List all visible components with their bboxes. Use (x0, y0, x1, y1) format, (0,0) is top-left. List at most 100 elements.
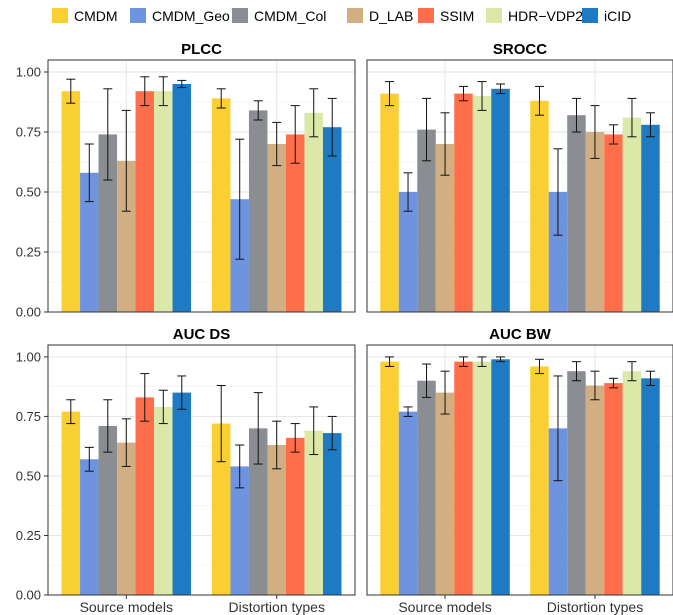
error-bar (327, 97, 337, 157)
panel-0: PLCC 0.00 0.25 0.50 0.75 1.00 (16, 41, 356, 320)
legend-swatch-1 (130, 8, 146, 23)
error-bar (645, 112, 655, 138)
bar (622, 371, 642, 595)
error-bar (385, 356, 395, 367)
bar (80, 459, 99, 595)
error-bar (477, 81, 487, 111)
error-bar (608, 377, 618, 389)
bar (117, 160, 136, 312)
bar (435, 144, 455, 312)
y-tick-label: 0.25 (16, 245, 41, 260)
legend-swatch-5 (486, 8, 502, 23)
bar (322, 127, 342, 312)
panels: PLCC 0.00 0.25 0.50 0.75 1.00 SROCC AUC DS 0.00 0… (16, 41, 673, 615)
error-bar (66, 399, 76, 425)
bar (211, 423, 231, 595)
panel-border (366, 59, 673, 313)
bar (530, 100, 549, 312)
bar (172, 392, 192, 595)
bar (154, 406, 173, 595)
bar (398, 411, 418, 595)
error-bar (272, 420, 282, 470)
error-bar (84, 446, 94, 472)
error-bar (177, 375, 187, 410)
legend-label-6: iCID (604, 8, 631, 24)
bar (154, 91, 173, 312)
legend-swatch-4 (418, 8, 434, 23)
legend-label-1: CMDM_Geo (152, 8, 230, 24)
panel-title: PLCC (181, 41, 222, 58)
error-bar (496, 83, 506, 95)
bar (398, 192, 418, 312)
bars (61, 373, 342, 595)
error-bar (627, 361, 637, 382)
bar (285, 134, 305, 312)
panel-border (47, 59, 356, 313)
bar (604, 383, 623, 595)
y-tick-label: 0.00 (16, 305, 41, 320)
bar (117, 442, 136, 595)
error-bar (253, 392, 263, 465)
bar (604, 134, 623, 312)
error-bar (477, 356, 487, 367)
bar (172, 84, 192, 312)
bar (322, 433, 342, 595)
bar (285, 437, 305, 595)
y-tick-label: 0.00 (16, 588, 41, 603)
error-bar (66, 78, 76, 104)
error-bar (235, 444, 245, 489)
error-bar (459, 85, 469, 102)
y-tick-label: 1.00 (16, 349, 41, 364)
error-bar (627, 97, 637, 138)
panel-title: AUC DS (173, 326, 231, 343)
bar (548, 192, 568, 312)
legend-swatch-6 (582, 8, 598, 23)
error-bar (459, 356, 469, 367)
bar (267, 144, 286, 312)
bars (61, 76, 342, 312)
bar (472, 96, 492, 312)
legend-label-2: CMDM_Col (254, 8, 326, 24)
error-bar (103, 88, 113, 181)
panel-3: AUC BW Source models Distortion types (366, 326, 673, 615)
error-bar (385, 81, 395, 107)
error-bar (403, 406, 413, 417)
bar (491, 359, 510, 595)
bar (135, 91, 155, 312)
error-bar (177, 79, 187, 89)
bar (435, 392, 455, 595)
bar (98, 134, 118, 312)
legend-label-5: HDR−VDP2 (508, 8, 583, 24)
error-bar (440, 112, 450, 176)
bar (472, 361, 492, 595)
bar (585, 132, 605, 312)
error-bar (534, 85, 544, 116)
bar (211, 98, 231, 312)
error-bar (403, 172, 413, 212)
y-tick-label: 1.00 (16, 65, 41, 80)
error-bar (121, 418, 131, 467)
bar (585, 385, 605, 595)
bar (135, 397, 155, 595)
error-bar (216, 384, 226, 463)
error-bar (140, 373, 150, 422)
bars (380, 81, 660, 312)
error-bar (571, 97, 581, 133)
bar (248, 428, 268, 595)
legend-swatch-0 (52, 8, 68, 23)
bars (380, 356, 660, 595)
bar (380, 361, 399, 595)
panel-2: AUC DS 0.00 0.25 0.50 0.75 1.00 Source models D… (16, 326, 356, 615)
bar (230, 466, 249, 595)
bar (248, 110, 268, 312)
y-tick-label: 0.50 (16, 185, 41, 200)
bar (304, 112, 323, 312)
y-tick-label: 0.50 (16, 468, 41, 483)
bar (454, 93, 473, 312)
panel-title: SROCC (493, 41, 547, 58)
bar (80, 172, 99, 312)
error-bar (235, 138, 245, 260)
error-bar (571, 361, 581, 382)
error-bar (309, 406, 319, 456)
error-bar (590, 105, 600, 159)
